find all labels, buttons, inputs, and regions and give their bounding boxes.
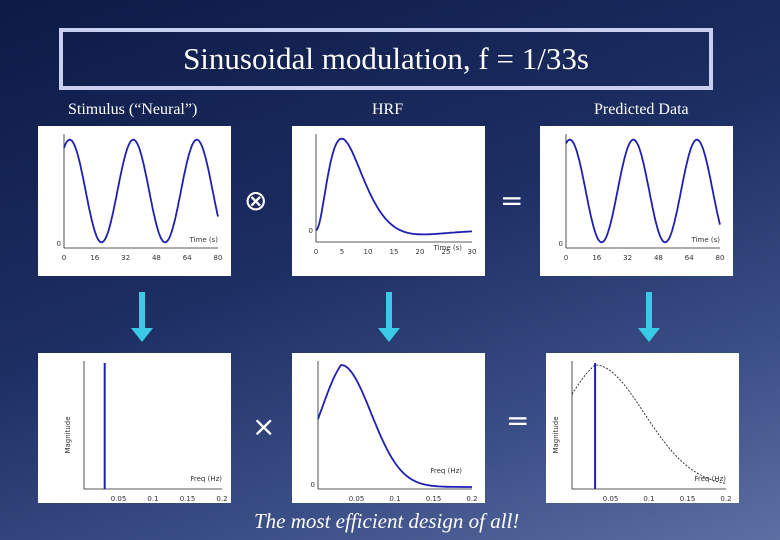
x-tick-label: 16 <box>90 254 99 262</box>
x-tick-label: 0.1 <box>147 495 158 503</box>
hrf-curve <box>315 137 472 236</box>
equals-operator-top: = <box>500 184 524 217</box>
y-axis-label: Magnitude <box>552 416 560 453</box>
equals-operator-bottom: = <box>506 404 530 437</box>
predicted-spectrum-envelope <box>571 364 727 485</box>
convolve-operator: ⊗ <box>244 184 268 217</box>
predicted-curve <box>565 138 721 244</box>
x-axis-label: Time (s) <box>189 236 219 244</box>
slide-title: Sinusoidal modulation, f = 1/33s <box>59 28 713 90</box>
x-tick-label: 0.15 <box>426 495 442 503</box>
x-axis-label: Freq (Hz) <box>190 475 222 483</box>
x-tick-label: 0.2 <box>720 495 731 503</box>
stimulus-freq-plot: 0.05 0.1 0.15 0.2 Freq (Hz) Magnitude <box>38 353 231 503</box>
x-tick-label: 0.2 <box>216 495 227 503</box>
x-tick-label: 0 <box>564 254 568 262</box>
x-axis-label: Freq (Hz) <box>430 467 462 475</box>
x-tick-label: 0.2 <box>466 495 477 503</box>
stimulus-curve <box>63 138 219 244</box>
x-axis-label: Time (s) <box>433 244 463 252</box>
x-tick-label: 0.15 <box>680 495 696 503</box>
x-tick-label: 48 <box>654 254 663 262</box>
y-tick-label: 0 <box>311 481 315 489</box>
x-tick-label: 32 <box>121 254 130 262</box>
multiply-operator: × <box>252 410 276 443</box>
down-arrow-icon <box>638 292 660 344</box>
x-tick-label: 64 <box>685 254 694 262</box>
x-tick-label: 0 <box>62 254 66 262</box>
stimulus-time-plot: 0 16 32 48 64 80 Time (s) 0 <box>38 126 231 276</box>
x-tick-label: 5 <box>340 248 344 256</box>
x-tick-label: 0.1 <box>643 495 654 503</box>
hrf-freq-plot: 0.05 0.1 0.15 0.2 Freq (Hz) 0 <box>292 353 485 503</box>
y-tick-label: 0 <box>559 240 563 248</box>
hrf-label: HRF <box>372 101 404 118</box>
x-tick-label: 80 <box>716 254 725 262</box>
caption: The most efficient design of all! <box>254 509 520 533</box>
x-tick-label: 80 <box>214 254 223 262</box>
stimulus-label: Stimulus (“Neural”) <box>68 101 198 118</box>
x-axis-label: Freq (Hz) <box>694 475 726 483</box>
predicted-freq-plot: 0.05 0.1 0.15 0.2 Freq (Hz) Magnitude <box>546 353 739 503</box>
x-tick-label: 20 <box>416 248 425 256</box>
predicted-time-plot: 0 16 32 48 64 80 Time (s) 0 <box>540 126 733 276</box>
y-tick-label: 0 <box>57 240 61 248</box>
down-arrow-icon <box>378 292 400 344</box>
x-tick-label: 25 <box>442 248 451 256</box>
x-tick-label: 15 <box>390 248 399 256</box>
x-tick-label: 64 <box>183 254 192 262</box>
x-tick-label: 48 <box>152 254 161 262</box>
x-tick-label: 0.05 <box>349 495 365 503</box>
x-tick-label: 16 <box>592 254 601 262</box>
x-axis-label: Time (s) <box>691 236 721 244</box>
y-axis-label: Magnitude <box>64 416 72 453</box>
x-tick-label: 32 <box>623 254 632 262</box>
hrf-time-plot: 0 5 10 15 20 25 30 Time (s) 0 <box>292 126 485 276</box>
hrf-spectrum-curve <box>317 364 472 488</box>
x-tick-label: 30 <box>468 248 477 256</box>
x-tick-label: 0.05 <box>603 495 619 503</box>
x-tick-label: 10 <box>364 248 373 256</box>
x-tick-label: 0.05 <box>111 495 127 503</box>
predicted-label: Predicted Data <box>594 101 689 118</box>
x-tick-label: 0 <box>314 248 318 256</box>
x-tick-label: 0.1 <box>389 495 400 503</box>
y-tick-label: 0 <box>309 227 313 235</box>
x-tick-label: 0.15 <box>180 495 196 503</box>
down-arrow-icon <box>131 292 153 344</box>
